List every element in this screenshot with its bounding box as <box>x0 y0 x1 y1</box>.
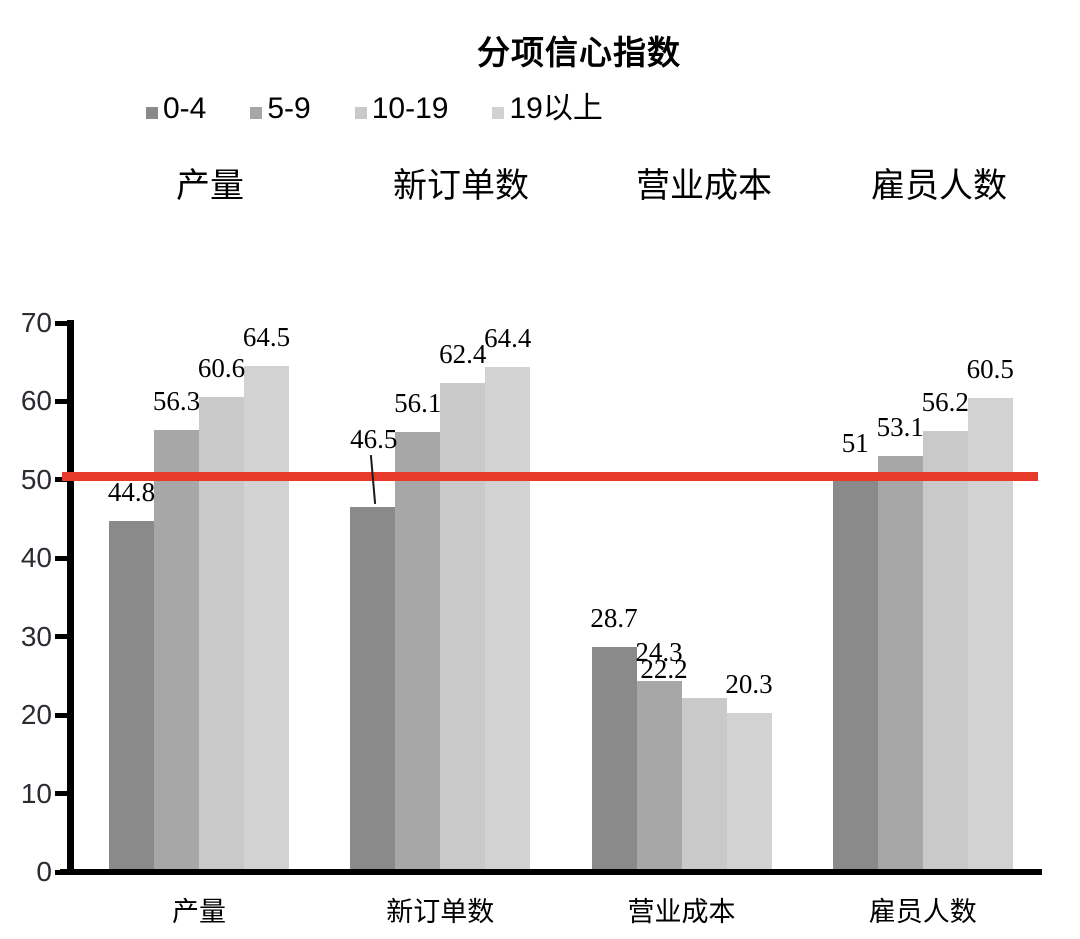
header-category-label: 营业成本 <box>636 167 772 205</box>
y-axis-tick <box>55 712 68 718</box>
header-category-label: 产量 <box>176 167 244 205</box>
bar-value-label: 56.3 <box>152 386 201 417</box>
bar-value-label: 44.8 <box>107 476 156 507</box>
reference-line <box>62 472 1038 482</box>
y-axis-tick-label: 10 <box>20 777 52 809</box>
bar <box>877 455 923 875</box>
legend-swatch-icon <box>146 106 158 119</box>
bar-value-label: 24.3 <box>635 637 683 668</box>
bar <box>681 697 727 875</box>
y-axis-tick <box>55 398 68 404</box>
bar <box>967 397 1013 875</box>
bar <box>485 366 531 875</box>
header-category-label: 雇员人数 <box>871 167 1007 205</box>
bar-value-label: 56.2 <box>921 387 969 418</box>
bar <box>244 366 289 875</box>
y-axis-tick-label: 20 <box>20 699 52 731</box>
bar <box>199 396 244 875</box>
bar <box>440 382 486 875</box>
header-category-label: 新订单数 <box>393 167 529 205</box>
bar <box>109 520 154 875</box>
legend-swatch-icon <box>250 106 263 119</box>
legend-item: 19以上 <box>492 92 603 125</box>
y-axis-tick-label: 0 <box>36 856 52 887</box>
legend: 0-4 5-9 10-19 19以上 <box>146 92 603 125</box>
bar-value-label: 20.3 <box>725 668 773 699</box>
bar <box>636 681 682 875</box>
y-axis-tick-label: 60 <box>20 385 52 417</box>
bar-value-label: 56.1 <box>394 388 442 419</box>
y-axis-tick-label: 30 <box>20 620 52 652</box>
x-axis-category-label: 新订单数 <box>386 897 495 927</box>
bar <box>922 431 968 875</box>
x-axis <box>60 869 1042 875</box>
bar-value-label: 60.5 <box>966 353 1014 384</box>
legend-label: 10-19 <box>371 92 449 125</box>
legend-item: 0-4 <box>146 92 206 125</box>
bar <box>350 507 396 875</box>
y-axis-tick <box>55 477 68 483</box>
legend-label: 0-4 <box>163 92 207 125</box>
bar-value-label: 28.7 <box>590 602 638 633</box>
bar <box>832 472 878 875</box>
bar <box>726 712 772 875</box>
bar-value-label: 60.6 <box>197 352 246 383</box>
bar-value-label: 46.5 <box>350 424 398 455</box>
y-axis-tick <box>55 791 68 797</box>
bar <box>395 432 441 875</box>
legend-swatch-icon <box>492 106 505 119</box>
chart-title: 分项信心指数 <box>477 34 681 71</box>
legend-item: 5-9 <box>250 92 311 125</box>
legend-label: 5-9 <box>267 92 311 125</box>
legend-swatch-icon <box>354 106 367 119</box>
y-axis-tick-label: 70 <box>20 307 52 338</box>
legend-item: 10-19 <box>354 92 449 125</box>
bar <box>591 646 637 875</box>
x-axis-category-label: 产量 <box>172 897 226 927</box>
y-axis-tick-label: 50 <box>20 463 52 495</box>
bar-value-label: 53.1 <box>876 411 924 442</box>
bar-value-label: 64.5 <box>242 322 291 353</box>
y-axis-tick <box>55 320 68 326</box>
y-axis <box>67 320 74 875</box>
bar-value-label: 22.2 <box>640 653 688 684</box>
y-axis-tick-label: 40 <box>20 542 52 574</box>
y-axis-tick <box>55 634 68 640</box>
bar <box>154 430 199 875</box>
legend-label: 19以上 <box>509 92 603 125</box>
y-axis-tick <box>55 555 68 561</box>
x-axis-category-label: 雇员人数 <box>868 897 977 927</box>
x-axis-category-label: 营业成本 <box>627 897 736 927</box>
bar-value-label: 62.4 <box>439 338 487 369</box>
bar-value-label: 51 <box>841 428 869 458</box>
bar-value-label: 64.4 <box>484 322 532 353</box>
